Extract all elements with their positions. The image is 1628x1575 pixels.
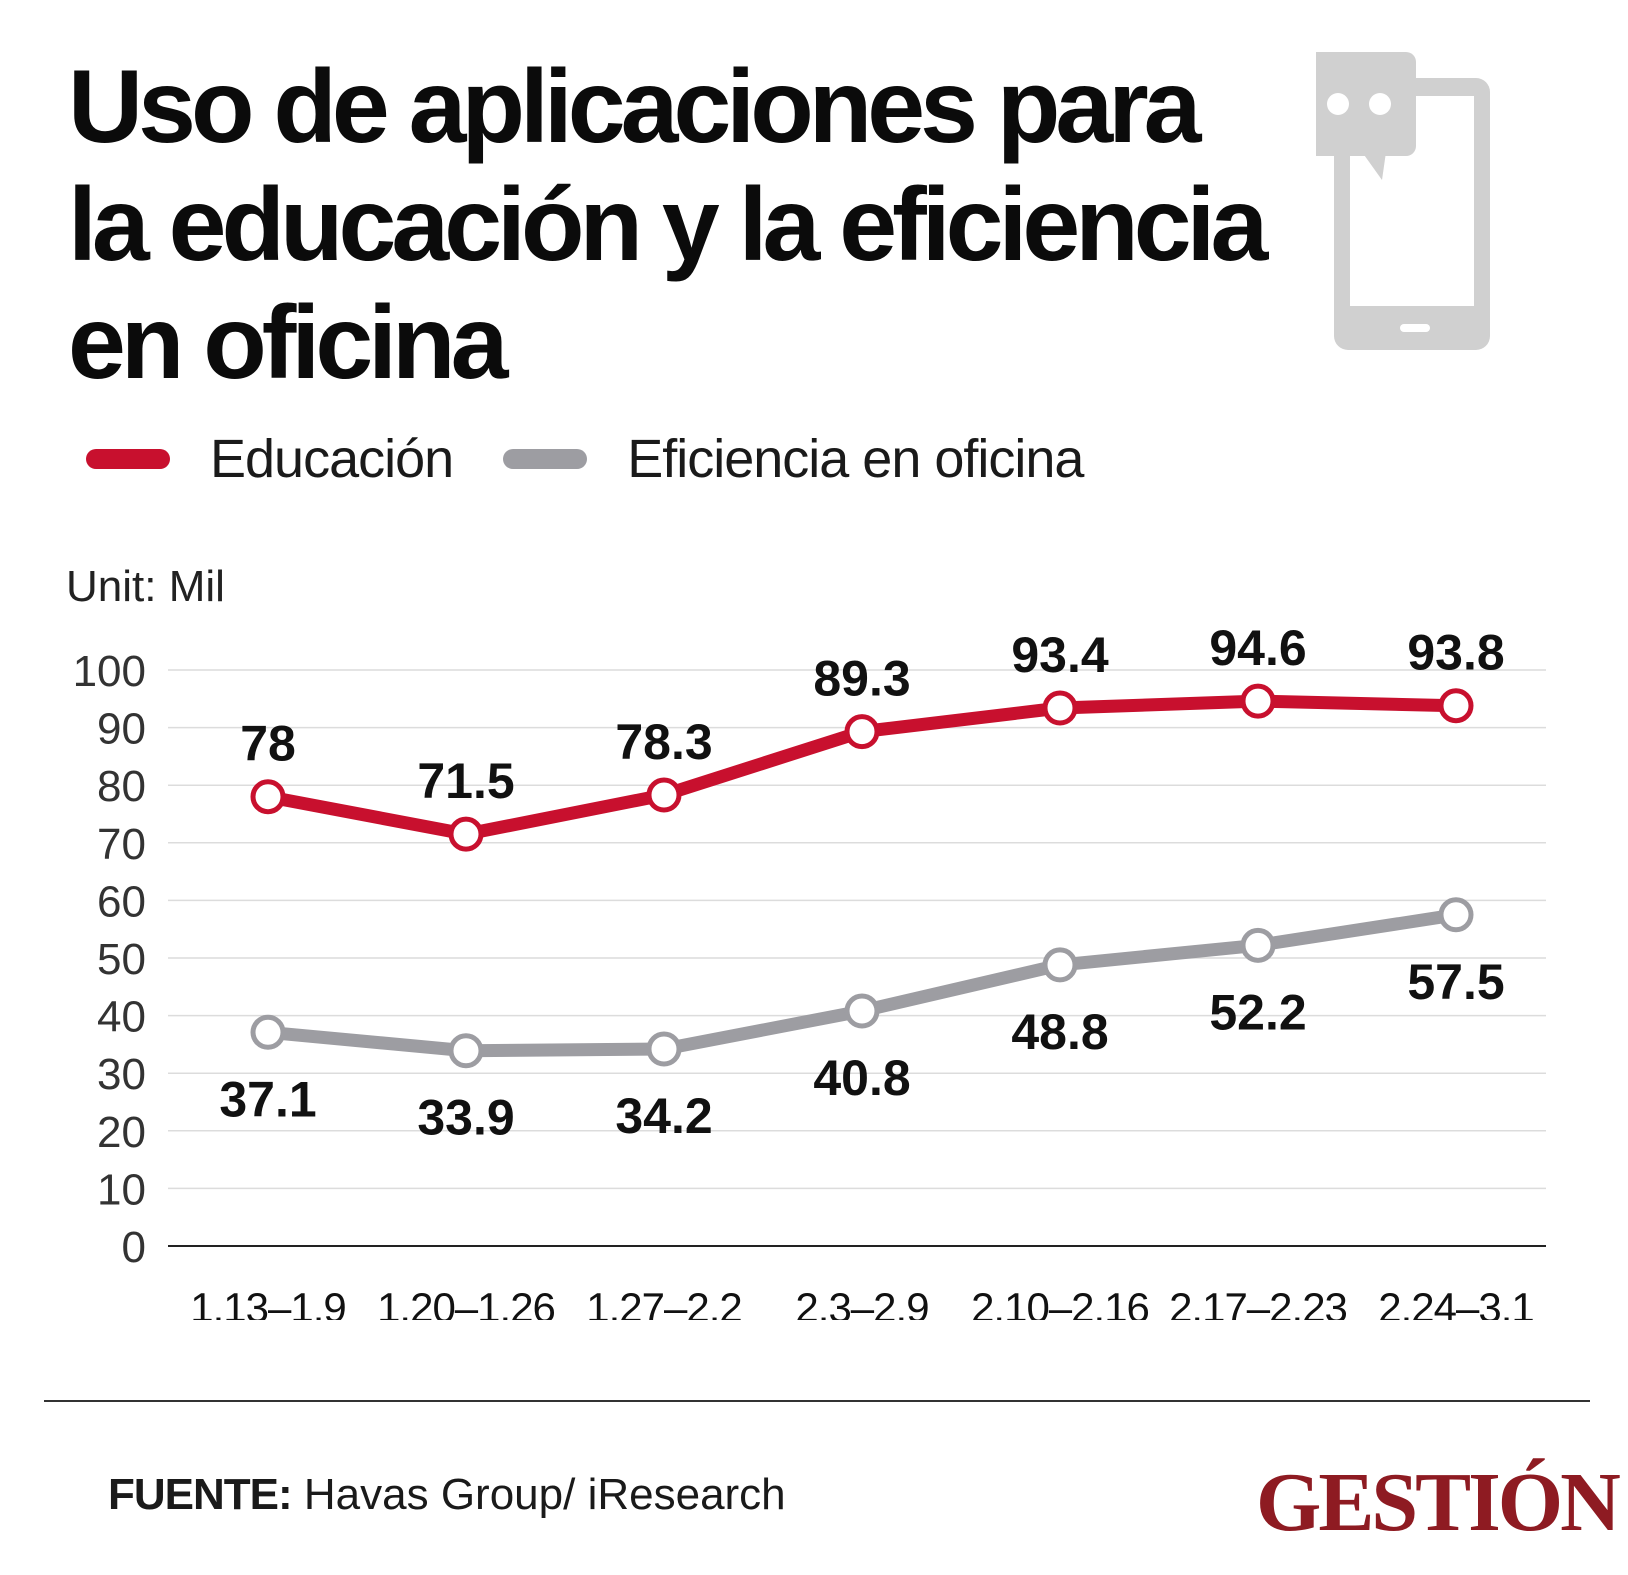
y-tick-label-50: 50 xyxy=(97,935,146,984)
data-label-eficiencia-4: 40.8 xyxy=(813,1050,910,1106)
data-label-eficiencia-2: 33.9 xyxy=(417,1090,514,1146)
unit-label: Unit: Mil xyxy=(66,562,225,611)
chart-title: Uso de aplicaciones para la educación y … xyxy=(68,48,1298,402)
x-tick-label-5: 2.10–2.16 xyxy=(971,1284,1149,1320)
x-tick-label-4: 2.3–2.9 xyxy=(795,1284,928,1320)
data-point-educacion-6 xyxy=(1240,683,1276,719)
legend-item-educacion: Educación xyxy=(86,428,454,490)
title-line-1: Uso de aplicaciones para xyxy=(68,49,1202,165)
data-point-educacion-1 xyxy=(250,779,286,815)
legend-item-eficiencia: Eficiencia en oficina xyxy=(503,428,1084,490)
line-chart: 0 10 20 30 40 50 60 70 80 90 100 1.13–1.9 1.20–1.26 1… xyxy=(73,620,1546,1320)
legend-swatch-eficiencia xyxy=(503,449,588,469)
data-label-educacion-3: 78.3 xyxy=(615,714,712,770)
data-label-eficiencia-6: 52.2 xyxy=(1209,984,1306,1040)
data-label-educacion-4: 89.3 xyxy=(813,651,910,707)
data-label-eficiencia-3: 34.2 xyxy=(615,1088,712,1144)
title-line-3: en oficina xyxy=(68,285,508,401)
y-tick-label-20: 20 xyxy=(97,1108,146,1157)
data-point-eficiencia-5 xyxy=(1042,947,1078,983)
footer-divider xyxy=(44,1400,1590,1402)
data-label-educacion-1: 78 xyxy=(240,716,296,772)
source-text: Havas Group/ iResearch xyxy=(303,1470,786,1519)
data-point-eficiencia-2 xyxy=(448,1033,484,1069)
data-point-eficiencia-4 xyxy=(844,993,880,1029)
x-tick-label-6: 2.17–2.23 xyxy=(1169,1284,1347,1320)
source-note: FUENTE: Havas Group/ iResearch xyxy=(108,1470,786,1520)
legend-swatch-educacion xyxy=(86,449,170,469)
y-tick-label-80: 80 xyxy=(97,762,146,811)
y-tick-label-100: 100 xyxy=(73,647,146,696)
data-point-educacion-3 xyxy=(646,777,682,813)
data-label-eficiencia-1: 37.1 xyxy=(219,1071,316,1127)
y-tick-label-0: 0 xyxy=(122,1223,146,1272)
y-tick-label-40: 40 xyxy=(97,993,146,1042)
x-tick-label-2: 1.20–1.26 xyxy=(377,1284,555,1320)
data-point-educacion-4 xyxy=(844,714,880,750)
data-label-educacion-6: 94.6 xyxy=(1209,620,1306,676)
data-point-eficiencia-3 xyxy=(646,1031,682,1067)
data-point-eficiencia-7 xyxy=(1438,897,1474,933)
source-label: FUENTE: xyxy=(108,1470,293,1519)
y-tick-label-30: 30 xyxy=(97,1050,146,1099)
y-tick-label-70: 70 xyxy=(97,820,146,869)
data-point-eficiencia-6 xyxy=(1240,927,1276,963)
y-tick-label-90: 90 xyxy=(97,705,146,754)
x-tick-label-1: 1.13–1.9 xyxy=(190,1284,346,1320)
phone-chat-icon xyxy=(1316,52,1490,350)
data-point-educacion-7 xyxy=(1438,688,1474,724)
data-label-educacion-7: 93.8 xyxy=(1407,625,1504,681)
legend-label-eficiencia: Eficiencia en oficina xyxy=(627,429,1084,489)
data-label-educacion-5: 93.4 xyxy=(1011,627,1109,683)
data-point-educacion-5 xyxy=(1042,690,1078,726)
data-label-eficiencia-5: 48.8 xyxy=(1011,1004,1108,1060)
data-point-eficiencia-1 xyxy=(250,1014,286,1050)
y-tick-label-10: 10 xyxy=(97,1165,146,1214)
y-tick-label-60: 60 xyxy=(97,877,146,926)
legend-label-educacion: Educación xyxy=(210,429,454,489)
gestion-logo: GESTIÓN xyxy=(1256,1456,1621,1549)
data-label-educacion-2: 71.5 xyxy=(417,753,514,809)
legend: Educación Eficiencia en oficina xyxy=(86,428,1133,490)
data-label-eficiencia-7: 57.5 xyxy=(1407,954,1504,1010)
title-line-2: la educación y la eficiencia xyxy=(68,167,1268,283)
data-point-educacion-2 xyxy=(448,816,484,852)
x-tick-label-3: 1.27–2.2 xyxy=(586,1284,742,1320)
x-tick-label-7: 2.24–3.1 xyxy=(1378,1284,1534,1320)
